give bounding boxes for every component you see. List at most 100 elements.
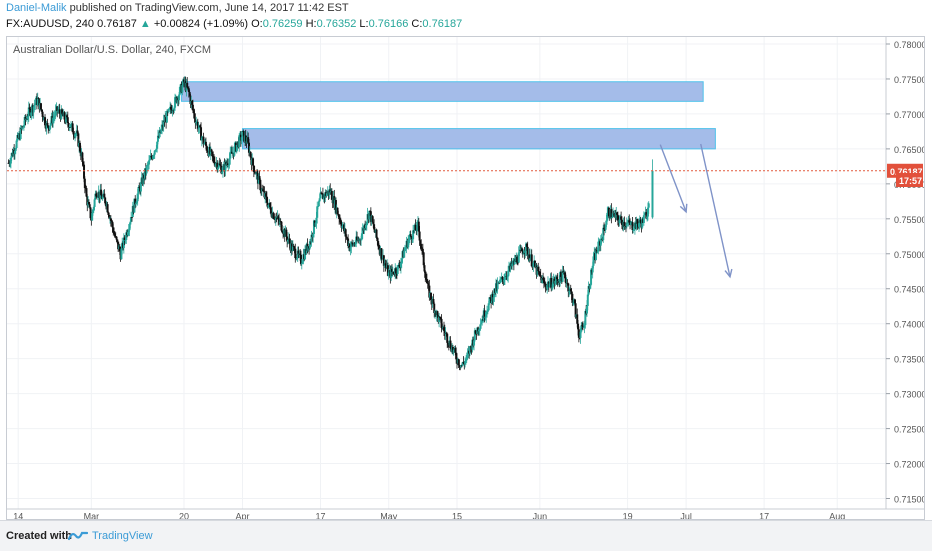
time-axis[interactable]: 14 Mar 20 Apr 17 May 15 Jun 19 Jul 17 Aug — [13, 511, 845, 519]
candle-body — [543, 283, 546, 285]
candle-body — [220, 165, 223, 174]
candle-body — [620, 216, 623, 220]
candle-body — [520, 248, 523, 252]
price-tick-label: 0.71500 — [894, 495, 924, 505]
candle-body — [291, 246, 294, 251]
candle-body — [319, 192, 322, 199]
candle-body — [567, 283, 570, 292]
candle-body — [267, 205, 270, 208]
projection-arrow-head — [679, 203, 688, 214]
candle-body — [200, 127, 203, 141]
candle-body — [126, 232, 129, 236]
candle-body — [645, 212, 648, 219]
date-tick-label: 15 — [452, 511, 462, 519]
candle-body — [346, 237, 349, 239]
candle-body — [210, 149, 213, 152]
candle-body — [255, 172, 258, 175]
candle-body — [477, 329, 480, 332]
candle-body — [517, 252, 520, 263]
candle-body — [380, 248, 383, 259]
candle-body — [143, 168, 146, 179]
candle-body — [211, 151, 214, 156]
candle-body — [433, 303, 436, 313]
date-tick-label: Jul — [680, 511, 692, 519]
candle-body — [432, 299, 435, 304]
price-chart[interactable]: 0.780000.775000.770000.765000.760000.755… — [7, 37, 924, 519]
candle-body — [426, 283, 429, 284]
candle-body — [173, 107, 176, 111]
resistance-zone — [241, 128, 716, 150]
candle-body — [205, 145, 208, 151]
candle-body — [107, 212, 110, 215]
candle-body — [150, 155, 153, 158]
projection-arrow-head — [724, 268, 733, 279]
candle-body — [462, 362, 465, 364]
candle-body — [516, 256, 519, 263]
candle-body — [477, 327, 480, 332]
candle-body — [561, 270, 564, 282]
candle-body — [641, 218, 644, 228]
candle-body — [628, 220, 631, 223]
candle-body — [339, 219, 342, 225]
candle-body — [334, 200, 337, 213]
candle-body — [187, 87, 190, 89]
candle-body — [193, 113, 196, 119]
candle-body — [548, 283, 551, 288]
price-axis[interactable]: 0.780000.775000.770000.765000.760000.755… — [886, 40, 924, 505]
candle-body — [285, 229, 288, 237]
candle-body — [421, 248, 424, 253]
last-price: 0.76187 — [97, 18, 137, 30]
candle-body — [92, 206, 95, 210]
candle-body — [275, 217, 278, 219]
candle-body — [478, 328, 481, 330]
change-value: +0.00824 (+1.09%) — [153, 18, 249, 30]
candle-body — [178, 94, 181, 101]
candle-body — [632, 230, 635, 231]
price-tick-label: 0.77000 — [894, 110, 924, 120]
candle-body — [135, 203, 138, 205]
candle-body — [36, 98, 39, 105]
candle-body — [300, 263, 303, 265]
candle-body — [427, 283, 430, 286]
author-link[interactable]: Daniel-Malik — [6, 2, 67, 14]
candle-body — [48, 125, 51, 130]
chart-frame[interactable]: 0.780000.775000.770000.765000.760000.755… — [6, 36, 925, 520]
candle-body — [583, 325, 586, 328]
candle-body — [34, 103, 37, 106]
candle-body — [272, 212, 275, 219]
candle-body — [69, 127, 72, 128]
candle-body — [533, 260, 536, 268]
candle-body — [269, 207, 272, 214]
candle-body — [152, 154, 155, 156]
candle-body — [519, 249, 522, 251]
candle-body — [529, 258, 532, 261]
candle-body — [399, 262, 402, 268]
candle-body — [546, 285, 549, 289]
candle-body — [562, 270, 565, 273]
candle-body — [376, 237, 379, 242]
resistance-zone — [181, 81, 704, 102]
candle-body — [109, 218, 112, 222]
candle-body — [14, 147, 17, 151]
candle-body — [312, 220, 315, 234]
candle-body — [564, 278, 567, 284]
candle-body — [532, 262, 535, 267]
candle-body — [167, 108, 170, 112]
candle-body — [468, 346, 471, 354]
candle-body — [525, 243, 528, 251]
candle-body — [606, 212, 609, 221]
countdown-label: 17:57 — [899, 176, 922, 186]
candle-body — [86, 196, 89, 206]
tradingview-brand-link[interactable]: TradingView — [92, 530, 153, 542]
candle-body — [473, 330, 476, 341]
candle-body — [258, 176, 261, 180]
candle-body — [382, 255, 385, 266]
candle-body — [338, 215, 341, 220]
candle-body — [171, 110, 174, 113]
candle-body — [624, 226, 627, 228]
candle-body — [194, 118, 197, 124]
candle-body — [8, 162, 11, 164]
candle-body — [576, 314, 579, 324]
candle-body — [28, 107, 31, 109]
